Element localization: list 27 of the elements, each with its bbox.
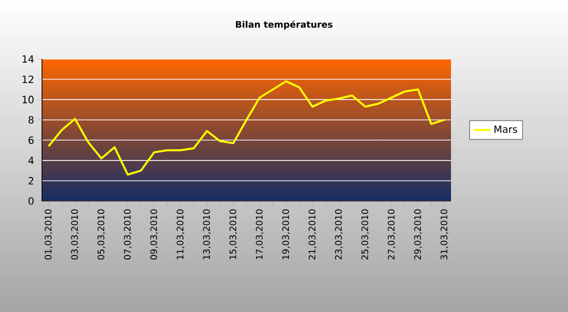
x-tick-label: 27,03,2010 bbox=[388, 209, 396, 260]
line-series bbox=[48, 80, 446, 176]
x-tick-label: 17,03,2010 bbox=[256, 209, 264, 260]
x-tick-label: 15,03,2010 bbox=[229, 209, 238, 260]
x-tick-label: 21,03,2010 bbox=[308, 209, 316, 260]
x-tick-label: 11,03,2010 bbox=[176, 209, 184, 260]
x-tick-label: 01,03,2010 bbox=[44, 209, 52, 260]
y-tick-label: 8 bbox=[28, 116, 34, 124]
x-tick-label: 19,03,2010 bbox=[282, 209, 290, 260]
y-tick-label: 10 bbox=[22, 96, 34, 104]
y-tick-label: 2 bbox=[28, 177, 34, 184]
y-tick-label: 6 bbox=[28, 136, 34, 144]
x-tick-label: 23,03,2010 bbox=[335, 209, 343, 260]
x-tick-label: 29,03,2010 bbox=[414, 209, 422, 260]
y-tick-label: 0 bbox=[28, 197, 34, 205]
x-tick-label: 25,03,2010 bbox=[361, 209, 370, 260]
x-tick-label: 31,03,2010 bbox=[440, 209, 448, 260]
y-tick-label: 12 bbox=[22, 76, 34, 83]
legend-label: Mars bbox=[494, 126, 518, 134]
y-tick-label: 4 bbox=[28, 156, 34, 164]
x-tick-label: 13,03,2010 bbox=[203, 209, 211, 260]
x-tick-label: 03,03,2010 bbox=[71, 209, 79, 260]
x-tick-label: 07,03,2010 bbox=[124, 209, 132, 260]
x-tick-label: 09,03,2010 bbox=[150, 209, 158, 260]
y-tick-label: 14 bbox=[22, 55, 34, 63]
x-tick-label: 05,03,2010 bbox=[98, 209, 106, 260]
chart-title: Bilan températures bbox=[236, 20, 332, 30]
